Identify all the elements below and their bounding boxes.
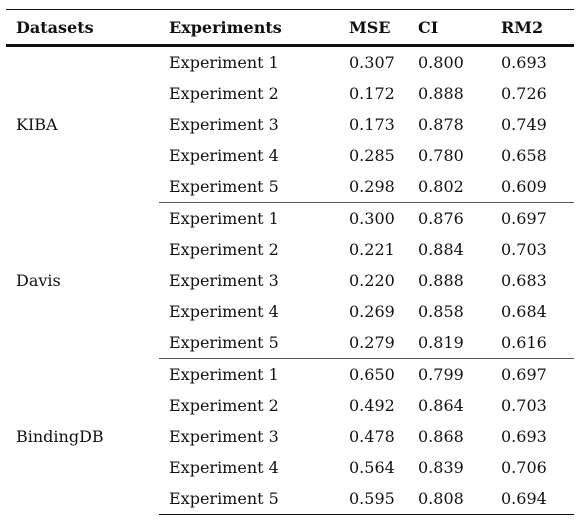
mse-cell: 0.220 (349, 271, 395, 290)
rm2-cell: 0.706 (501, 458, 547, 477)
table-row: Experiment 3 0.173 0.878 0.749 (6, 109, 574, 140)
experiment-cell: Experiment 3 (169, 115, 279, 134)
table-row: Experiment 4 0.285 0.780 0.658 (6, 140, 574, 171)
mse-cell: 0.173 (349, 115, 395, 134)
mse-cell: 0.492 (349, 396, 395, 415)
experiment-cell: Experiment 1 (169, 365, 279, 384)
rm2-cell: 0.683 (501, 271, 547, 290)
rm2-cell: 0.726 (501, 84, 547, 103)
results-table: Datasets Experiments MSE CI RM2 KIBA Exp… (6, 9, 574, 515)
dataset-cell-davis: Davis (16, 271, 61, 290)
mse-cell: 0.478 (349, 427, 395, 446)
table-row: Experiment 5 0.279 0.819 0.616 (6, 327, 574, 359)
table-header: Datasets Experiments MSE CI RM2 (6, 9, 574, 47)
rm2-cell: 0.697 (501, 209, 547, 228)
mse-cell: 0.307 (349, 53, 395, 72)
mse-cell: 0.221 (349, 240, 395, 259)
rm2-cell: 0.693 (501, 53, 547, 72)
experiment-cell: Experiment 2 (169, 396, 279, 415)
ci-cell: 0.878 (418, 115, 464, 134)
ci-cell: 0.799 (418, 365, 464, 384)
table-row: KIBA Experiment 1 0.307 0.800 0.693 (6, 46, 574, 134)
experiment-cell: Experiment 2 (169, 240, 279, 259)
experiment-cell: Experiment 5 (159, 483, 339, 515)
experiment-cell: Experiment 3 (169, 427, 279, 446)
experiment-cell: Experiment 1 (169, 53, 279, 72)
ci-cell: 0.876 (418, 209, 464, 228)
ci-cell: 0.868 (418, 427, 464, 446)
ci-cell: 0.808 (408, 483, 491, 515)
table-row: Experiment 4 0.269 0.858 0.684 (6, 296, 574, 327)
experiment-cell: Experiment 5 (159, 327, 339, 359)
ci-cell: 0.839 (418, 458, 464, 477)
mse-cell: 0.650 (349, 365, 395, 384)
mse-cell: 0.285 (349, 146, 395, 165)
header-row: Datasets Experiments MSE CI RM2 (6, 9, 574, 47)
ci-cell: 0.819 (408, 327, 491, 359)
header-rm2: RM2 (491, 9, 574, 47)
table-row: BindingDB Experiment 1 0.650 0.799 0.697 (6, 359, 574, 446)
rm2-cell: 0.694 (491, 483, 574, 515)
table-row: Experiment 2 0.492 0.864 0.703 (6, 390, 574, 421)
mse-cell: 0.300 (349, 209, 395, 228)
mse-cell: 0.172 (349, 84, 395, 103)
ci-cell: 0.884 (418, 240, 464, 259)
mse-cell: 0.595 (339, 483, 408, 515)
ci-cell: 0.858 (418, 302, 464, 321)
results-table-container: Datasets Experiments MSE CI RM2 KIBA Exp… (6, 9, 574, 515)
experiment-cell: Experiment 5 (159, 171, 339, 203)
dataset-cell-bindingdb: BindingDB (16, 427, 104, 446)
table-row: Experiment 5 0.595 0.808 0.694 (6, 483, 574, 515)
rm2-cell: 0.697 (501, 365, 547, 384)
mse-cell: 0.564 (349, 458, 395, 477)
rm2-cell: 0.693 (501, 427, 547, 446)
rm2-cell: 0.609 (491, 171, 574, 203)
rm2-cell: 0.703 (501, 240, 547, 259)
ci-cell: 0.888 (418, 84, 464, 103)
ci-cell: 0.800 (418, 53, 464, 72)
header-ci: CI (408, 9, 491, 47)
header-mse: MSE (339, 9, 408, 47)
experiment-cell: Experiment 4 (169, 302, 279, 321)
mse-cell: 0.279 (339, 327, 408, 359)
experiment-cell: Experiment 1 (169, 209, 279, 228)
experiment-cell: Experiment 4 (169, 146, 279, 165)
header-experiments: Experiments (159, 9, 339, 47)
mse-cell: 0.269 (349, 302, 395, 321)
table-row: Experiment 3 0.478 0.868 0.693 (6, 421, 574, 452)
ci-cell: 0.802 (408, 171, 491, 203)
table-row: Experiment 5 0.298 0.802 0.609 (6, 171, 574, 203)
rm2-cell: 0.749 (501, 115, 547, 134)
table-row: Davis Experiment 1 0.300 0.876 0.697 (6, 203, 574, 290)
experiment-cell: Experiment 4 (169, 458, 279, 477)
rm2-cell: 0.703 (501, 396, 547, 415)
dataset-cell-kiba: KIBA (16, 115, 58, 135)
ci-cell: 0.780 (418, 146, 464, 165)
ci-cell: 0.864 (418, 396, 464, 415)
experiment-cell: Experiment 2 (169, 84, 279, 103)
table-row: Experiment 3 0.220 0.888 0.683 (6, 265, 574, 296)
rm2-cell: 0.684 (501, 302, 547, 321)
experiment-cell: Experiment 3 (169, 271, 279, 290)
ci-cell: 0.888 (418, 271, 464, 290)
header-datasets: Datasets (6, 9, 159, 47)
rm2-cell: 0.658 (501, 146, 547, 165)
rm2-cell: 0.616 (491, 327, 574, 359)
mse-cell: 0.298 (339, 171, 408, 203)
table-row: Experiment 2 0.172 0.888 0.726 (6, 78, 574, 109)
table-body: KIBA Experiment 1 0.307 0.800 0.693 Expe… (6, 46, 574, 515)
table-row: Experiment 4 0.564 0.839 0.706 (6, 452, 574, 483)
table-row: Experiment 2 0.221 0.884 0.703 (6, 234, 574, 265)
